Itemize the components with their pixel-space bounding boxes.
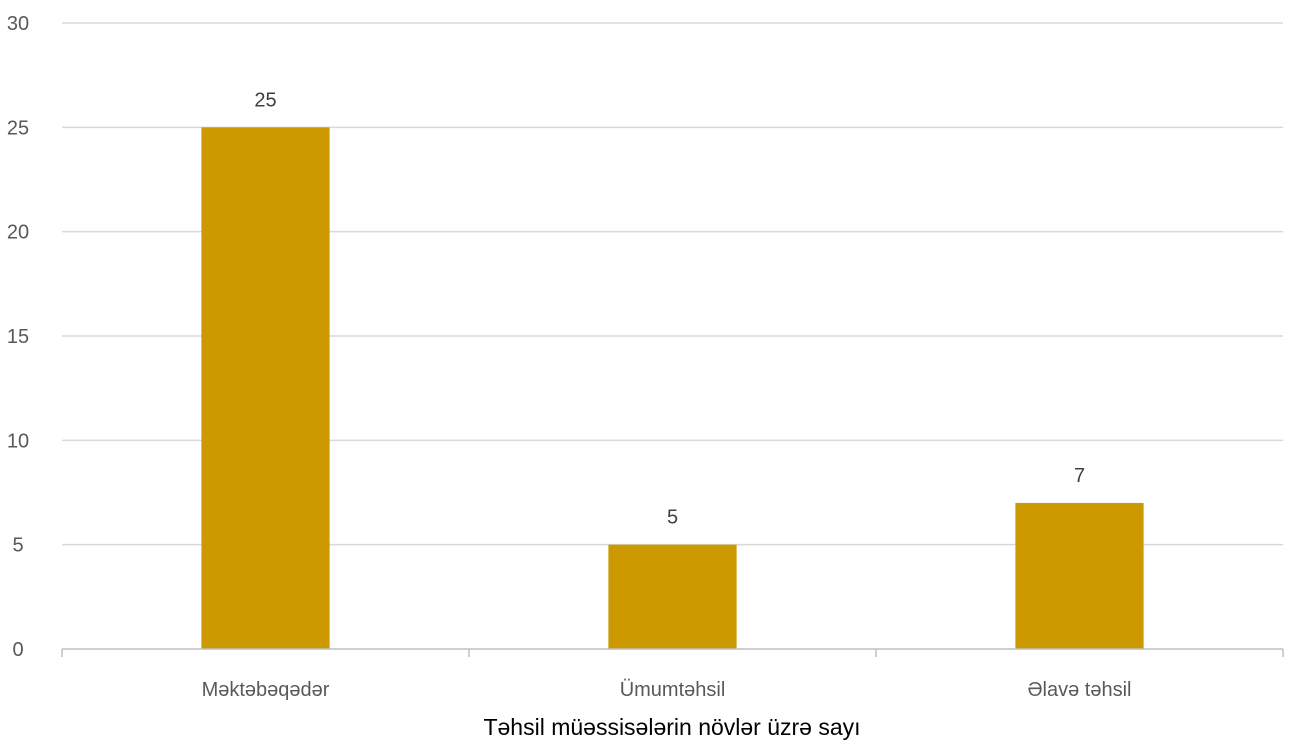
y-tick-label: 15 <box>7 326 29 348</box>
bar-value-label: 25 <box>254 89 276 111</box>
category-label: Məktəbəqədər <box>202 679 330 701</box>
category-label: Ümumtəhsil <box>620 679 726 701</box>
y-tick-label: 10 <box>7 430 29 452</box>
y-tick-label: 20 <box>7 222 29 244</box>
bar-value-label: 5 <box>667 507 678 529</box>
bar <box>201 127 330 650</box>
bars <box>201 127 1144 650</box>
data-labels: 25 5 7 <box>254 89 1085 528</box>
y-tick-label: 5 <box>12 535 23 557</box>
y-tick-label: 25 <box>7 117 29 139</box>
y-tick-label: 30 <box>7 13 29 35</box>
category-label: Əlavə təhsil <box>1028 679 1132 701</box>
y-tick-label: 0 <box>12 639 23 661</box>
x-axis-category-labels: Məktəbəqədər Ümumtəhsil Əlavə təhsil <box>202 679 1132 701</box>
bar <box>1015 502 1144 649</box>
x-axis-title: Təhsil müəssisələrin növlər üzrə sayı <box>483 714 860 740</box>
bar <box>608 544 737 649</box>
y-axis-tick-labels: 0 5 10 15 20 25 30 <box>7 13 29 661</box>
bar-value-label: 7 <box>1074 465 1085 487</box>
x-axis <box>61 648 1284 657</box>
